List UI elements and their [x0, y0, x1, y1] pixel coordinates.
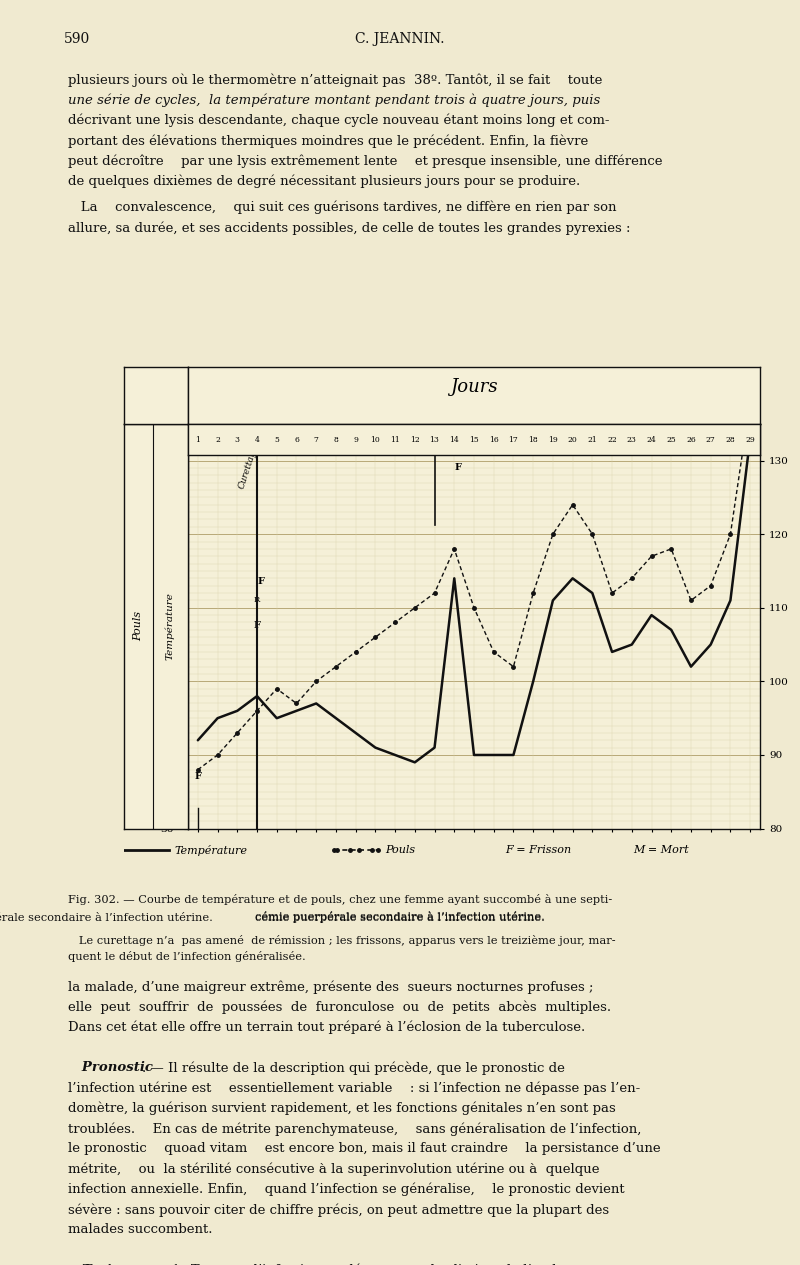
Text: 590: 590	[64, 32, 90, 46]
Text: Pouls: Pouls	[133, 611, 143, 641]
Text: Température: Température	[166, 592, 175, 660]
Text: 14: 14	[450, 435, 459, 444]
Text: le pronostic  quoad vitam  est encore bon, mais il faut craindre  la persistance: le pronostic quoad vitam est encore bon,…	[68, 1142, 661, 1155]
Text: 17: 17	[509, 435, 518, 444]
Text: F = Frisson: F = Frisson	[506, 845, 572, 855]
Text: cémie puerpérale secondaire à l’infection utérine.: cémie puerpérale secondaire à l’infectio…	[0, 912, 213, 923]
Text: M = Mort: M = Mort	[633, 845, 689, 855]
Text: 2: 2	[215, 435, 220, 444]
Text: 15: 15	[469, 435, 479, 444]
Text: F: F	[194, 772, 202, 781]
Text: malades succombent.: malades succombent.	[68, 1223, 213, 1236]
Text: 16: 16	[489, 435, 498, 444]
Text: F: F	[258, 577, 265, 586]
Text: 19: 19	[548, 435, 558, 444]
Text: 12: 12	[410, 435, 420, 444]
Text: 22: 22	[607, 435, 617, 444]
Text: 6: 6	[294, 435, 299, 444]
Text: 21: 21	[587, 435, 598, 444]
Text: Fig. 302. — Courbe de température et de pouls, chez une femme ayant succombé à u: Fig. 302. — Courbe de température et de …	[68, 894, 612, 906]
Text: plusieurs jours où le thermomètre n’atteignait pas  38º. Tantôt, il se fait  tou: plusieurs jours où le thermomètre n’atte…	[68, 73, 602, 87]
Text: quent le début de l’infection généralisée.: quent le début de l’infection généralisé…	[68, 951, 306, 963]
Text: 18: 18	[528, 435, 538, 444]
Text: La  convalescence,  qui suit ces guérisons tardives, ne diffère en rien par son: La convalescence, qui suit ces guérisons…	[68, 201, 617, 214]
Text: de quelques dixièmes de degré nécessitant plusieurs jours pour se produire.: de quelques dixièmes de degré nécessitan…	[68, 175, 580, 188]
Text: M: M	[746, 424, 758, 435]
Title: Jours: Jours	[448, 405, 500, 423]
Text: une série de cycles,  la température montant pendant trois à quatre jours, puis: une série de cycles, la température mont…	[68, 94, 600, 108]
Text: 20: 20	[568, 435, 578, 444]
Text: 10: 10	[370, 435, 380, 444]
Text: 29: 29	[746, 435, 755, 444]
Text: l’infection utérine est  essentiellement variable  : si l’infection ne dépasse p: l’infection utérine est essentiellement …	[68, 1082, 640, 1095]
Text: domètre, la guérison survient rapidement, et les fonctions génitales n’en sont p: domètre, la guérison survient rapidement…	[68, 1102, 616, 1116]
Text: cémie puerpérale secondaire à l’infection utérine.: cémie puerpérale secondaire à l’infectio…	[255, 911, 545, 922]
Text: Curettage: Curettage	[237, 444, 259, 490]
Text: Dans cet état elle offre un terrain tout préparé à l’éclosion de la tuberculose.: Dans cet état elle offre un terrain tout…	[68, 1021, 586, 1035]
Text: 7: 7	[314, 435, 318, 444]
Text: 9: 9	[354, 435, 358, 444]
Text: 25: 25	[666, 435, 676, 444]
Text: 27: 27	[706, 435, 715, 444]
Text: Pronostic: Pronostic	[68, 1061, 153, 1074]
Text: C. JEANNIN.: C. JEANNIN.	[355, 32, 445, 46]
Text: F: F	[254, 621, 261, 630]
Text: R: R	[254, 596, 260, 605]
Text: cémie puerpérale secondaire à l’infection utérine.: cémie puerpérale secondaire à l’infectio…	[255, 912, 545, 923]
Text: F: F	[431, 433, 438, 443]
Text: 8: 8	[334, 435, 338, 444]
Text: portant des élévations thermiques moindres que le précédent. Enfin, la fièvre: portant des élévations thermiques moindr…	[68, 134, 588, 148]
Text: 23: 23	[627, 435, 637, 444]
Text: 3: 3	[235, 435, 240, 444]
Text: Pouls: Pouls	[385, 845, 415, 855]
Text: 5: 5	[274, 435, 279, 444]
Text: allure, sa durée, et ses accidents possibles, de celle de toutes les grandes pyr: allure, sa durée, et ses accidents possi…	[68, 221, 630, 234]
Text: 13: 13	[430, 435, 439, 444]
Text: infection annexielle. Enfin,  quand l’infection se généralise,  le pronostic dev: infection annexielle. Enfin, quand l’inf…	[68, 1183, 625, 1197]
Text: troublées.  En cas de métrite parenchymateuse,  sans généralisation de l’infecti: troublées. En cas de métrite parenchymat…	[68, 1122, 642, 1136]
Text: 24: 24	[646, 435, 656, 444]
Text: Jours: Jours	[450, 378, 498, 396]
Text: 26: 26	[686, 435, 696, 444]
Text: 11: 11	[390, 435, 400, 444]
Text: 4: 4	[254, 435, 259, 444]
Text: la malade, d’une maigreur extrême, présente des  sueurs nocturnes profuses ;: la malade, d’une maigreur extrême, prése…	[68, 980, 594, 994]
Text: 1: 1	[195, 435, 200, 444]
Text: sévère : sans pouvoir citer de chiffre précis, on peut admettre que la plupart d: sévère : sans pouvoir citer de chiffre p…	[68, 1203, 609, 1217]
Text: métrite,  ou  la stérilité consécutive à la superinvolution utérine ou à  quelqu: métrite, ou la stérilité consécutive à l…	[68, 1163, 599, 1176]
Text: Température: Température	[175, 845, 248, 855]
Text: F: F	[454, 463, 462, 472]
Text: elle  peut  souffrir  de  poussées  de  furonculose  ou  de  petits  abcès  mult: elle peut souffrir de poussées de furonc…	[68, 1001, 611, 1015]
Text: Le curettage n’a  pas amené  de rémission ; les frissons, apparus vеrs le treizi: Le curettage n’a pas amené de rémission …	[68, 935, 616, 946]
Text: décrivant une lysis descendante, chaque cycle nouveau étant moins long et com-: décrivant une lysis descendante, chaque …	[68, 114, 610, 128]
Text: peut décroître  par une lysis extrêmement lente  et presque insensible, une diff: peut décroître par une lysis extrêmement…	[68, 154, 662, 168]
Text: . — Il résulte de la description qui précède, que le pronostic de: . — Il résulte de la description qui pré…	[142, 1061, 565, 1075]
Text: 28: 28	[726, 435, 735, 444]
